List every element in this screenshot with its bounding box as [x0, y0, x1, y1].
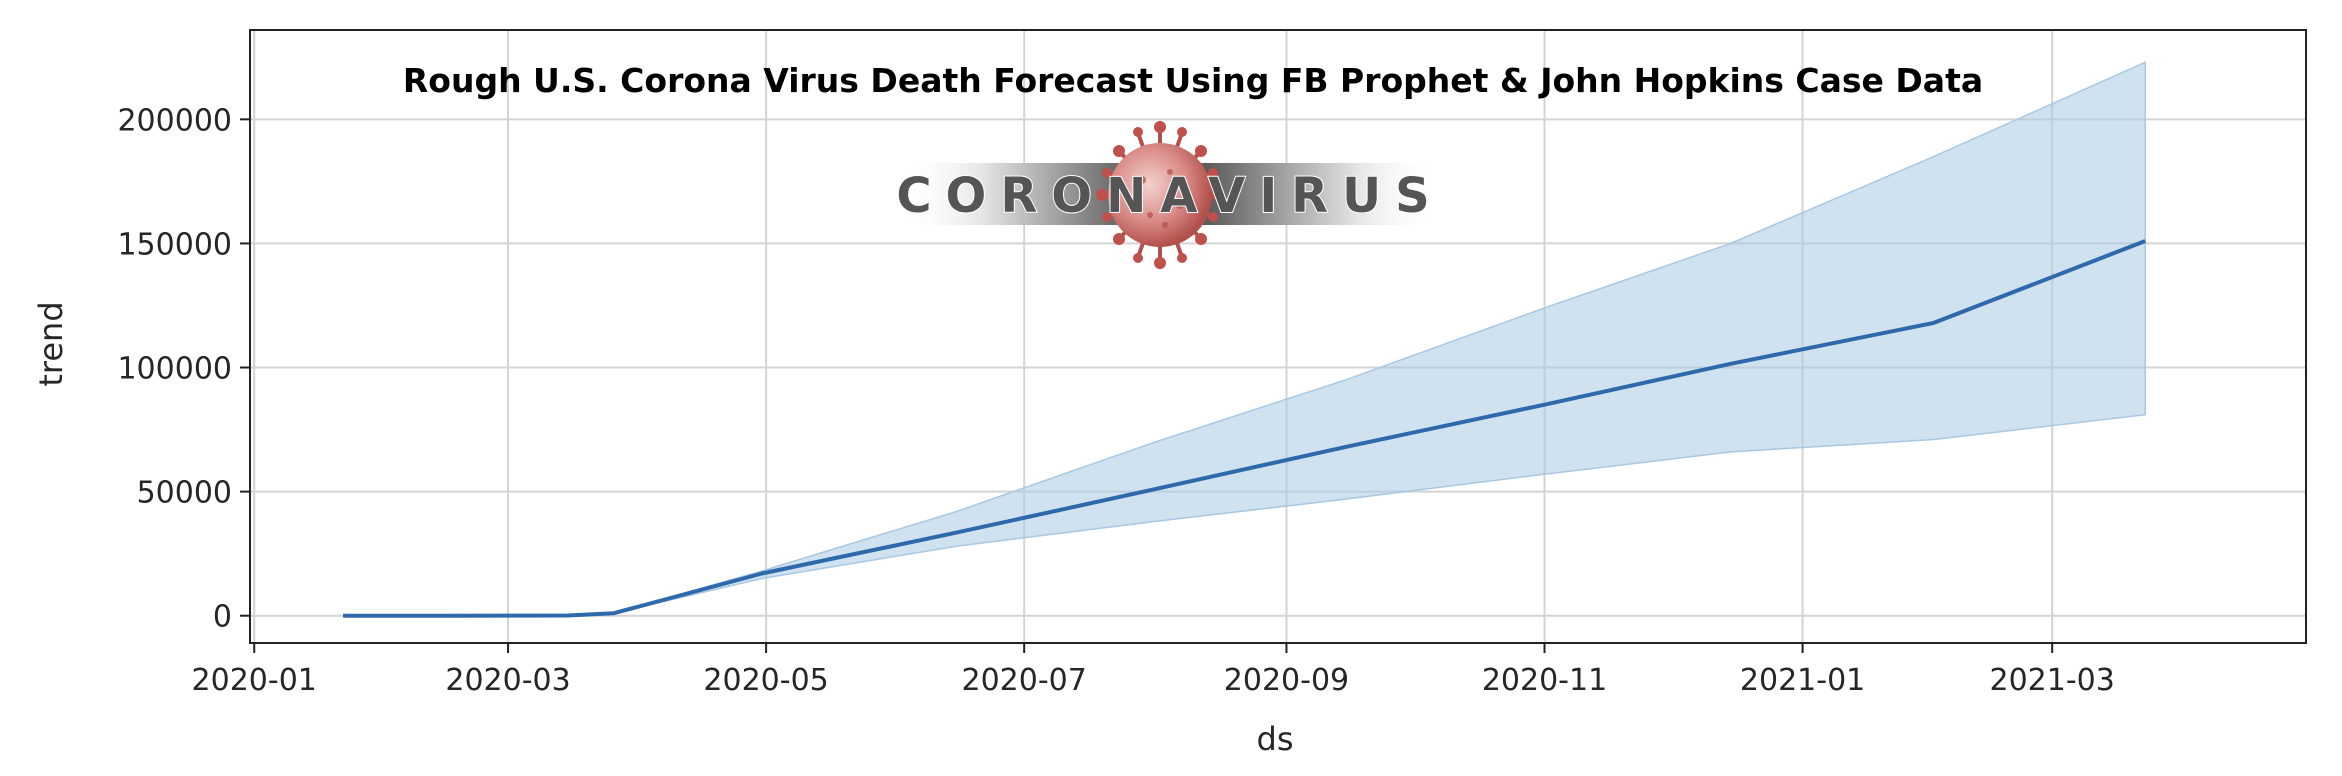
x-tick-label: 2020-05: [703, 663, 828, 698]
coronavirus-banner: CORONAVIRUS: [895, 121, 1443, 269]
x-tick-label: 2020-01: [192, 663, 317, 698]
x-tick-label: 2020-09: [1224, 663, 1349, 698]
x-tick-label: 2021-03: [1989, 663, 2114, 698]
ticks: 2020-01 2020-03 2020-05 2020-07 2020-09 2020-…: [117, 103, 2114, 698]
y-tick-label: 200000: [117, 103, 232, 138]
trend-line-group: [343, 239, 2146, 618]
virus-icon: [1096, 121, 1224, 269]
uncertainty-band-group: [343, 61, 2146, 617]
x-tick-label: 2020-07: [961, 663, 1086, 698]
trend-line: [343, 239, 2146, 618]
banner-text: CORONAVIRUS: [896, 168, 1443, 224]
plot-frame: [249, 29, 2307, 644]
y-tick-label: 50000: [137, 476, 232, 511]
uncertainty-band: [343, 61, 2146, 617]
chart-title: Rough U.S. Corona Virus Death Forecast U…: [403, 61, 1983, 100]
y-tick-label: 0: [213, 600, 232, 635]
y-axis-title: trend: [32, 301, 70, 386]
x-tick-label: 2020-03: [445, 663, 570, 698]
y-tick-label: 150000: [117, 227, 232, 262]
x-axis-title: ds: [1257, 720, 1294, 758]
x-tick-label: 2020-11: [1482, 663, 1607, 698]
y-tick-label: 100000: [117, 352, 232, 387]
x-tick-label: 2021-01: [1740, 663, 1865, 698]
